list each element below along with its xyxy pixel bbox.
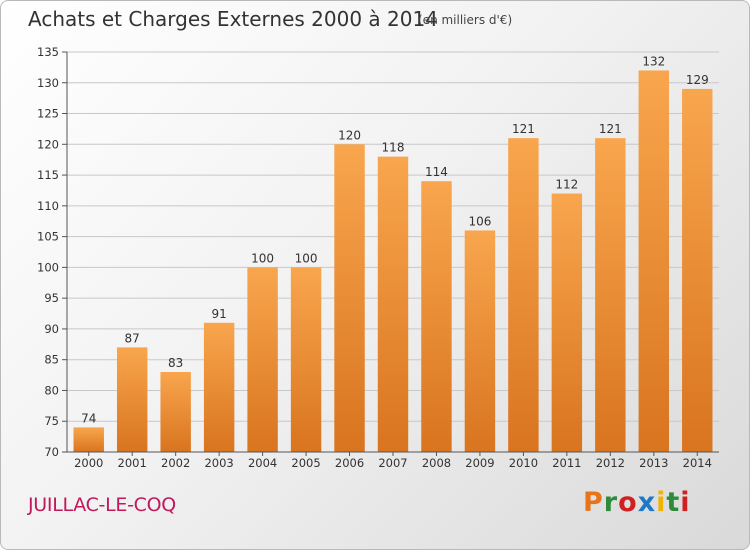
x-tick-label-2005: 2005 xyxy=(291,456,320,470)
logo-letter: i xyxy=(680,487,691,518)
logo-letter: i xyxy=(656,487,667,518)
x-tick-label-2002: 2002 xyxy=(161,456,190,470)
logo-letter: t xyxy=(666,487,681,518)
y-tick-label: 70 xyxy=(44,445,59,459)
data-label-2005: 100 xyxy=(295,251,318,265)
x-tick-label-2006: 2006 xyxy=(335,456,364,470)
y-tick-label: 85 xyxy=(44,353,59,367)
bar-2013 xyxy=(638,70,670,452)
y-tick-label: 120 xyxy=(37,137,59,151)
y-tick-label: 125 xyxy=(37,107,59,121)
bar-2011 xyxy=(551,193,583,453)
bar-2003 xyxy=(203,322,235,452)
x-tick-label-2010: 2010 xyxy=(509,456,538,470)
data-label-2011: 112 xyxy=(555,178,578,192)
bar-2005 xyxy=(290,267,322,452)
data-label-2004: 100 xyxy=(251,251,274,265)
y-tick-label: 80 xyxy=(44,383,59,397)
bar-2008 xyxy=(421,181,452,452)
x-tick-label-2011: 2011 xyxy=(552,456,581,470)
bar-2014 xyxy=(682,88,713,452)
x-tick-label-2012: 2012 xyxy=(596,456,625,470)
bar-2002 xyxy=(160,372,191,452)
chart-title: Achats et Charges Externes 2000 à 2014 xyxy=(28,7,438,31)
y-tick-label: 115 xyxy=(37,168,59,182)
bars: 74 87 83 91 100 100 120 118 114 106 121 112 121 132 12… xyxy=(73,54,713,453)
y-tick-label: 135 xyxy=(37,45,59,59)
data-label-2002: 83 xyxy=(168,356,183,370)
x-tick-label-2014: 2014 xyxy=(683,456,712,470)
data-label-2012: 121 xyxy=(599,122,622,136)
x-tick-label-2001: 2001 xyxy=(118,456,147,470)
data-label-2008: 114 xyxy=(425,165,448,179)
x-tick-label-2013: 2013 xyxy=(639,456,668,470)
y-tick-label: 90 xyxy=(44,322,59,336)
bar-2009 xyxy=(464,230,496,452)
x-tick-label-2007: 2007 xyxy=(378,456,407,470)
axes: 70 75 80 85 90 95 100 105 110 115 120 125 130 135 2000… xyxy=(37,45,719,470)
logo-letter: x xyxy=(637,487,657,518)
bar-2000 xyxy=(73,427,104,452)
x-tick-label-2008: 2008 xyxy=(422,456,451,470)
data-label-2009: 106 xyxy=(468,214,491,228)
x-tick-label-2003: 2003 xyxy=(204,456,233,470)
y-tick-label: 110 xyxy=(37,199,59,213)
bar-2004 xyxy=(247,267,278,452)
data-label-2010: 121 xyxy=(512,122,535,136)
data-label-2003: 91 xyxy=(211,307,226,321)
data-label-2007: 118 xyxy=(382,141,405,155)
bar-2007 xyxy=(377,156,409,452)
proxiti-logo: Proxiti xyxy=(583,487,691,518)
logo-letter: P xyxy=(583,487,604,518)
data-label-2013: 132 xyxy=(642,54,665,68)
x-tick-label-2004: 2004 xyxy=(248,456,277,470)
x-tick-label-2009: 2009 xyxy=(465,456,494,470)
data-label-2014: 129 xyxy=(686,73,709,87)
chart-subtitle: (en milliers d'€) xyxy=(418,13,513,27)
data-label-2000: 74 xyxy=(81,411,96,425)
x-tick-label-2000: 2000 xyxy=(74,456,103,470)
bar-2006 xyxy=(334,144,365,453)
y-tick-label: 100 xyxy=(37,260,59,274)
bar-2001 xyxy=(116,347,148,452)
y-tick-label: 75 xyxy=(44,414,59,428)
bar-2012 xyxy=(595,138,626,452)
data-label-2001: 87 xyxy=(125,331,140,345)
y-tick-label: 130 xyxy=(37,76,59,90)
bar-2010 xyxy=(508,138,539,452)
location-name: JUILLAC-LE-COQ xyxy=(28,494,176,516)
logo-letter: o xyxy=(618,487,638,518)
data-label-2006: 120 xyxy=(338,128,361,142)
logo-letter: r xyxy=(603,487,619,518)
y-tick-label: 105 xyxy=(37,230,59,244)
y-tick-label: 95 xyxy=(44,291,59,305)
